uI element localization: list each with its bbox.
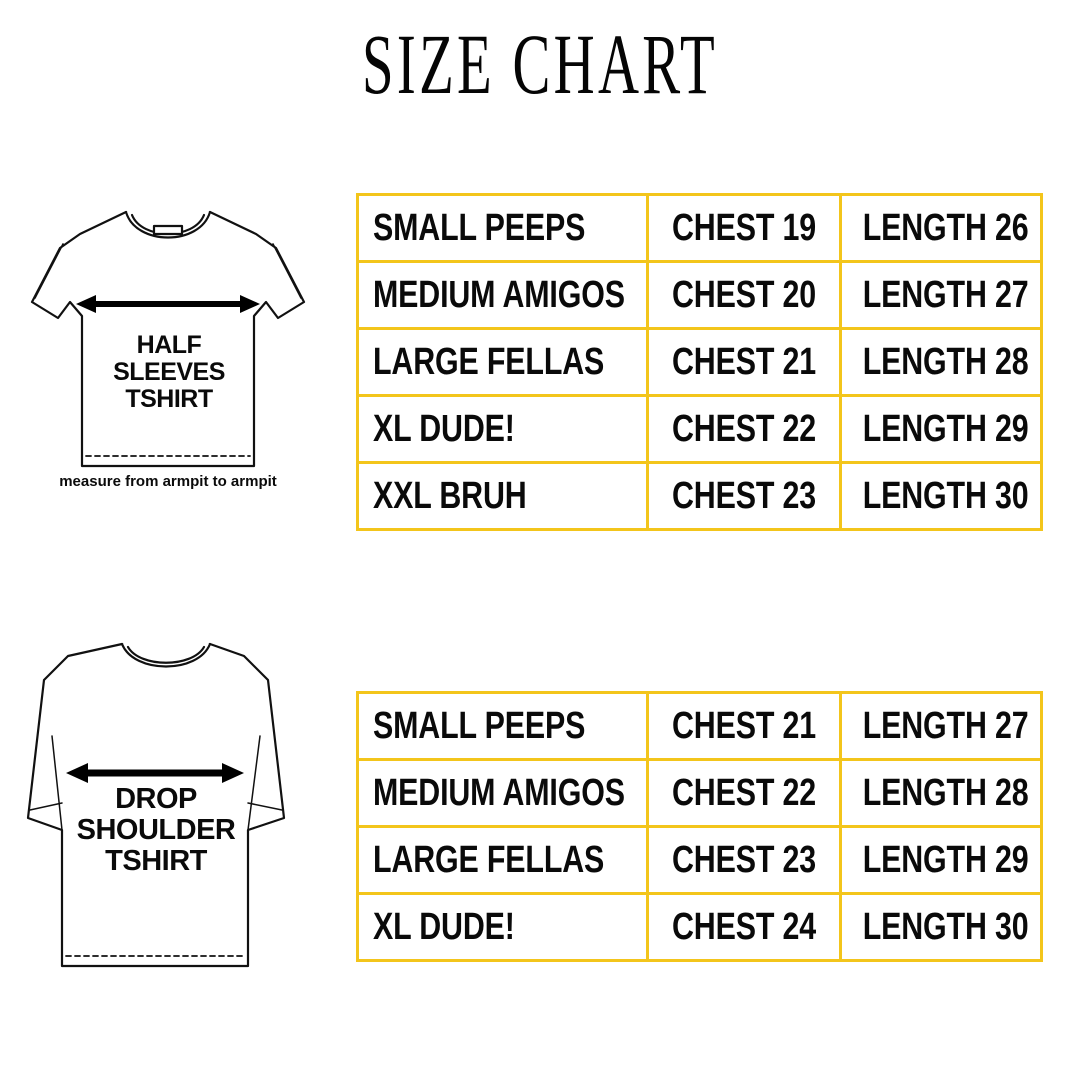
length-cell: LENGTH 27 (839, 260, 1043, 330)
size-name-cell: LARGE FELLAS (356, 327, 649, 397)
chest-cell: CHEST 22 (646, 394, 842, 464)
length-cell: LENGTH 28 (839, 758, 1043, 828)
chest-cell: CHEST 23 (646, 825, 842, 895)
half-sleeve-size-table: SMALL PEEPS CHEST 19 LENGTH 26 MEDIUM AM… (356, 193, 1043, 531)
length-cell: LENGTH 29 (839, 825, 1043, 895)
size-name-cell: XL DUDE! (356, 892, 649, 962)
length-cell: LENGTH 29 (839, 394, 1043, 464)
table-row: SMALL PEEPS CHEST 21 LENGTH 27 (356, 691, 1043, 761)
table-row: LARGE FELLAS CHEST 21 LENGTH 28 (356, 327, 1043, 397)
chest-cell: CHEST 21 (646, 691, 842, 761)
table-row: XXL BRUH CHEST 23 LENGTH 30 (356, 461, 1043, 531)
length-cell: LENGTH 28 (839, 327, 1043, 397)
drop-shoulder-tshirt-illustration (0, 618, 330, 978)
measure-instruction-caption: measure from armpit to armpit (59, 473, 277, 490)
length-cell: LENGTH 30 (839, 892, 1043, 962)
chest-cell: CHEST 19 (646, 193, 842, 263)
chest-cell: CHEST 20 (646, 260, 842, 330)
chest-measure-arrow (76, 295, 260, 313)
chest-cell: CHEST 21 (646, 327, 842, 397)
size-name-cell: MEDIUM AMIGOS (356, 260, 649, 330)
table-row: MEDIUM AMIGOS CHEST 20 LENGTH 27 (356, 260, 1043, 330)
chest-measure-arrow (66, 763, 244, 783)
drop-shoulder-size-table: SMALL PEEPS CHEST 21 LENGTH 27 MEDIUM AM… (356, 691, 1043, 962)
drop-shoulder-label-line2: SHOULDER (76, 814, 236, 846)
length-cell: LENGTH 26 (839, 193, 1043, 263)
size-name-cell: SMALL PEEPS (356, 691, 649, 761)
size-name-cell: SMALL PEEPS (356, 193, 649, 263)
chest-cell: CHEST 23 (646, 461, 842, 531)
length-cell: LENGTH 30 (839, 461, 1043, 531)
length-cell: LENGTH 27 (839, 691, 1043, 761)
chest-cell: CHEST 22 (646, 758, 842, 828)
size-name-cell: LARGE FELLAS (356, 825, 649, 895)
half-sleeve-label-line2: TSHIRT (125, 385, 213, 413)
size-name-cell: XL DUDE! (356, 394, 649, 464)
size-name-cell: XXL BRUH (356, 461, 649, 531)
drop-shoulder-label: DROP SHOULDER TSHIRT (58, 784, 254, 877)
drop-shoulder-label-line1: DROP (115, 783, 197, 815)
size-name-cell: MEDIUM AMIGOS (356, 758, 649, 828)
half-sleeve-label: HALF SLEEVES TSHIRT (78, 332, 260, 413)
table-row: XL DUDE! CHEST 22 LENGTH 29 (356, 394, 1043, 464)
half-sleeve-tshirt-illustration (8, 190, 328, 500)
drop-shoulder-label-line3: TSHIRT (105, 845, 207, 877)
table-row: XL DUDE! CHEST 24 LENGTH 30 (356, 892, 1043, 962)
table-row: SMALL PEEPS CHEST 19 LENGTH 26 (356, 193, 1043, 263)
page-title: SIZE CHART (362, 16, 718, 112)
table-row: LARGE FELLAS CHEST 23 LENGTH 29 (356, 825, 1043, 895)
chest-cell: CHEST 24 (646, 892, 842, 962)
table-row: MEDIUM AMIGOS CHEST 22 LENGTH 28 (356, 758, 1043, 828)
half-sleeve-label-line1: HALF SLEEVES (113, 331, 225, 386)
